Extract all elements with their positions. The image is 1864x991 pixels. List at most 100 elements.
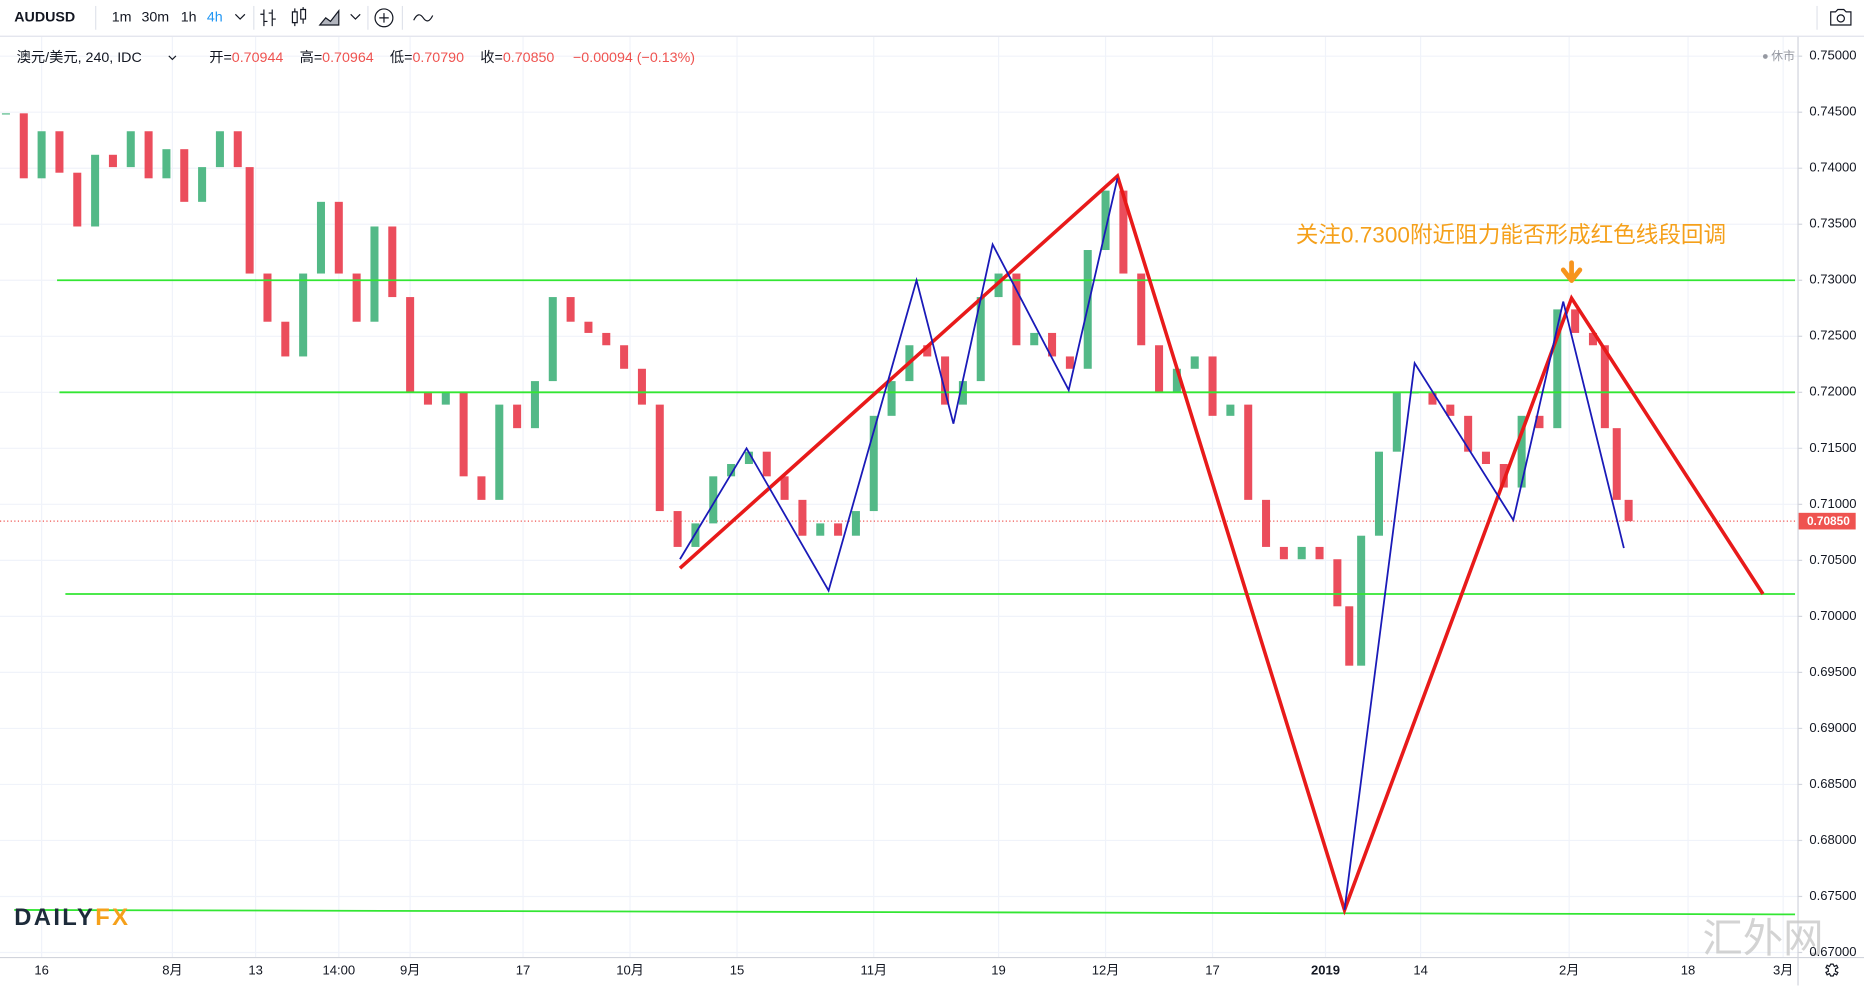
- candle: [299, 273, 308, 357]
- annotation: 关注0.7300附近阻力能否形成红色线段回调: [1296, 223, 1726, 248]
- x-tick-label: 11月: [860, 963, 887, 978]
- candle: [108, 154, 117, 168]
- x-tick-label: 12月: [1092, 963, 1120, 978]
- candle: [1297, 546, 1306, 560]
- candle: [1190, 356, 1199, 369]
- watermark: 汇外网: [1702, 915, 1823, 961]
- interval[interactable]: 1m: [112, 10, 132, 26]
- legend-menu-icon[interactable]: [168, 55, 177, 61]
- candle: [780, 476, 789, 500]
- toolbar: AUDUSD 1m 30m 1h 4h: [0, 0, 1864, 37]
- candle: [994, 273, 1003, 298]
- y-tick-label: 0.69500: [1809, 664, 1856, 679]
- snapshot-icon[interactable]: [1830, 8, 1852, 26]
- candle: [816, 523, 825, 536]
- candle: [334, 201, 343, 274]
- candle: [637, 368, 646, 405]
- x-tick-label: 16: [34, 963, 49, 978]
- candle: [762, 451, 771, 477]
- x-tick-label: 9月: [400, 963, 420, 978]
- candle: [673, 511, 682, 547]
- candle: [281, 321, 290, 357]
- y-tick-label: 0.69000: [1809, 720, 1856, 735]
- y-tick-label: 0.75000: [1809, 48, 1856, 63]
- indicator-icon[interactable]: [374, 8, 394, 28]
- x-tick-label: 10月: [616, 963, 644, 978]
- candle: [727, 464, 736, 477]
- snapshot-icon-lens: [1836, 14, 1845, 23]
- interval-active[interactable]: 4h: [207, 10, 223, 26]
- dropdown-icon[interactable]: [234, 13, 246, 20]
- candle: [869, 415, 878, 512]
- candle: [441, 392, 450, 405]
- ohlc-change: −0.00094 (−0.13%): [573, 50, 695, 66]
- candle: [144, 131, 153, 179]
- dropdown-icon[interactable]: [350, 13, 361, 20]
- candle: [1101, 190, 1110, 251]
- ohlc-value: 0.70944: [232, 50, 284, 66]
- candle: [459, 392, 468, 477]
- candle: [1137, 273, 1146, 346]
- settings-icon[interactable]: [1825, 963, 1839, 977]
- candle: [55, 131, 64, 173]
- y-tick-label: 0.72000: [1809, 384, 1856, 399]
- candle: [1588, 332, 1597, 346]
- y-tick-label: 0.68500: [1809, 776, 1856, 791]
- candle: [1065, 356, 1074, 369]
- candle: [1345, 606, 1354, 666]
- x-tick-label: 13: [248, 963, 263, 978]
- last-price-label: 0.70850: [1807, 514, 1850, 528]
- candle: [1172, 368, 1181, 393]
- bars-icon[interactable]: [260, 9, 276, 27]
- interval[interactable]: 1h: [181, 10, 197, 26]
- y-tick-label: 0.67500: [1809, 888, 1856, 903]
- x-tick-label: 18: [1681, 963, 1696, 978]
- candle: [1048, 332, 1057, 357]
- y-tick-label: 0.73000: [1809, 272, 1856, 287]
- candle: [1481, 451, 1490, 465]
- candle: [1464, 415, 1473, 452]
- candle: [495, 404, 504, 500]
- candle: [976, 297, 985, 382]
- y-tick-label: 0.74000: [1809, 160, 1856, 175]
- interval[interactable]: 30m: [141, 10, 169, 26]
- candle: [602, 332, 611, 346]
- ohlc-value: 0.70850: [503, 50, 555, 66]
- candle: [1535, 415, 1544, 429]
- toolbar-bg: [0, 0, 1864, 36]
- legend-name[interactable]: 澳元/美元, 240, IDC: [17, 49, 142, 66]
- last-price-tag: [1798, 512, 1856, 530]
- candle: [1612, 428, 1621, 500]
- candle: [1226, 404, 1235, 416]
- logo-part: DAILY: [14, 904, 95, 931]
- candle: [709, 476, 718, 524]
- symbol[interactable]: AUDUSD: [14, 10, 75, 26]
- candle: [1392, 392, 1401, 452]
- candle: [370, 226, 379, 322]
- candle: [1030, 332, 1039, 346]
- candle: [245, 167, 254, 274]
- area-icon[interactable]: [318, 8, 340, 26]
- y-tick-label: 0.70500: [1809, 552, 1856, 567]
- candle: [744, 451, 753, 465]
- candles-icon[interactable]: [291, 7, 307, 27]
- x-tick-label: 14:00: [322, 963, 355, 978]
- logo-part: FX: [95, 904, 130, 931]
- compare-icon[interactable]: [413, 14, 434, 22]
- candle: [316, 201, 325, 274]
- candle: [1333, 559, 1342, 607]
- candle: [1119, 190, 1128, 274]
- candle: [513, 404, 522, 429]
- x-tick-label: 2月: [1559, 963, 1579, 978]
- x-tick-label: 2019: [1311, 963, 1340, 978]
- indicator-icon-plus: [379, 13, 389, 23]
- candle: [923, 345, 932, 357]
- status-dot: [1762, 54, 1768, 59]
- candle: [388, 226, 397, 298]
- y-tick-label: 0.68000: [1809, 832, 1856, 847]
- candle: [423, 392, 432, 405]
- y-tick-label: 0.67000: [1809, 944, 1856, 959]
- candle: [655, 404, 664, 512]
- candle: [1374, 451, 1383, 536]
